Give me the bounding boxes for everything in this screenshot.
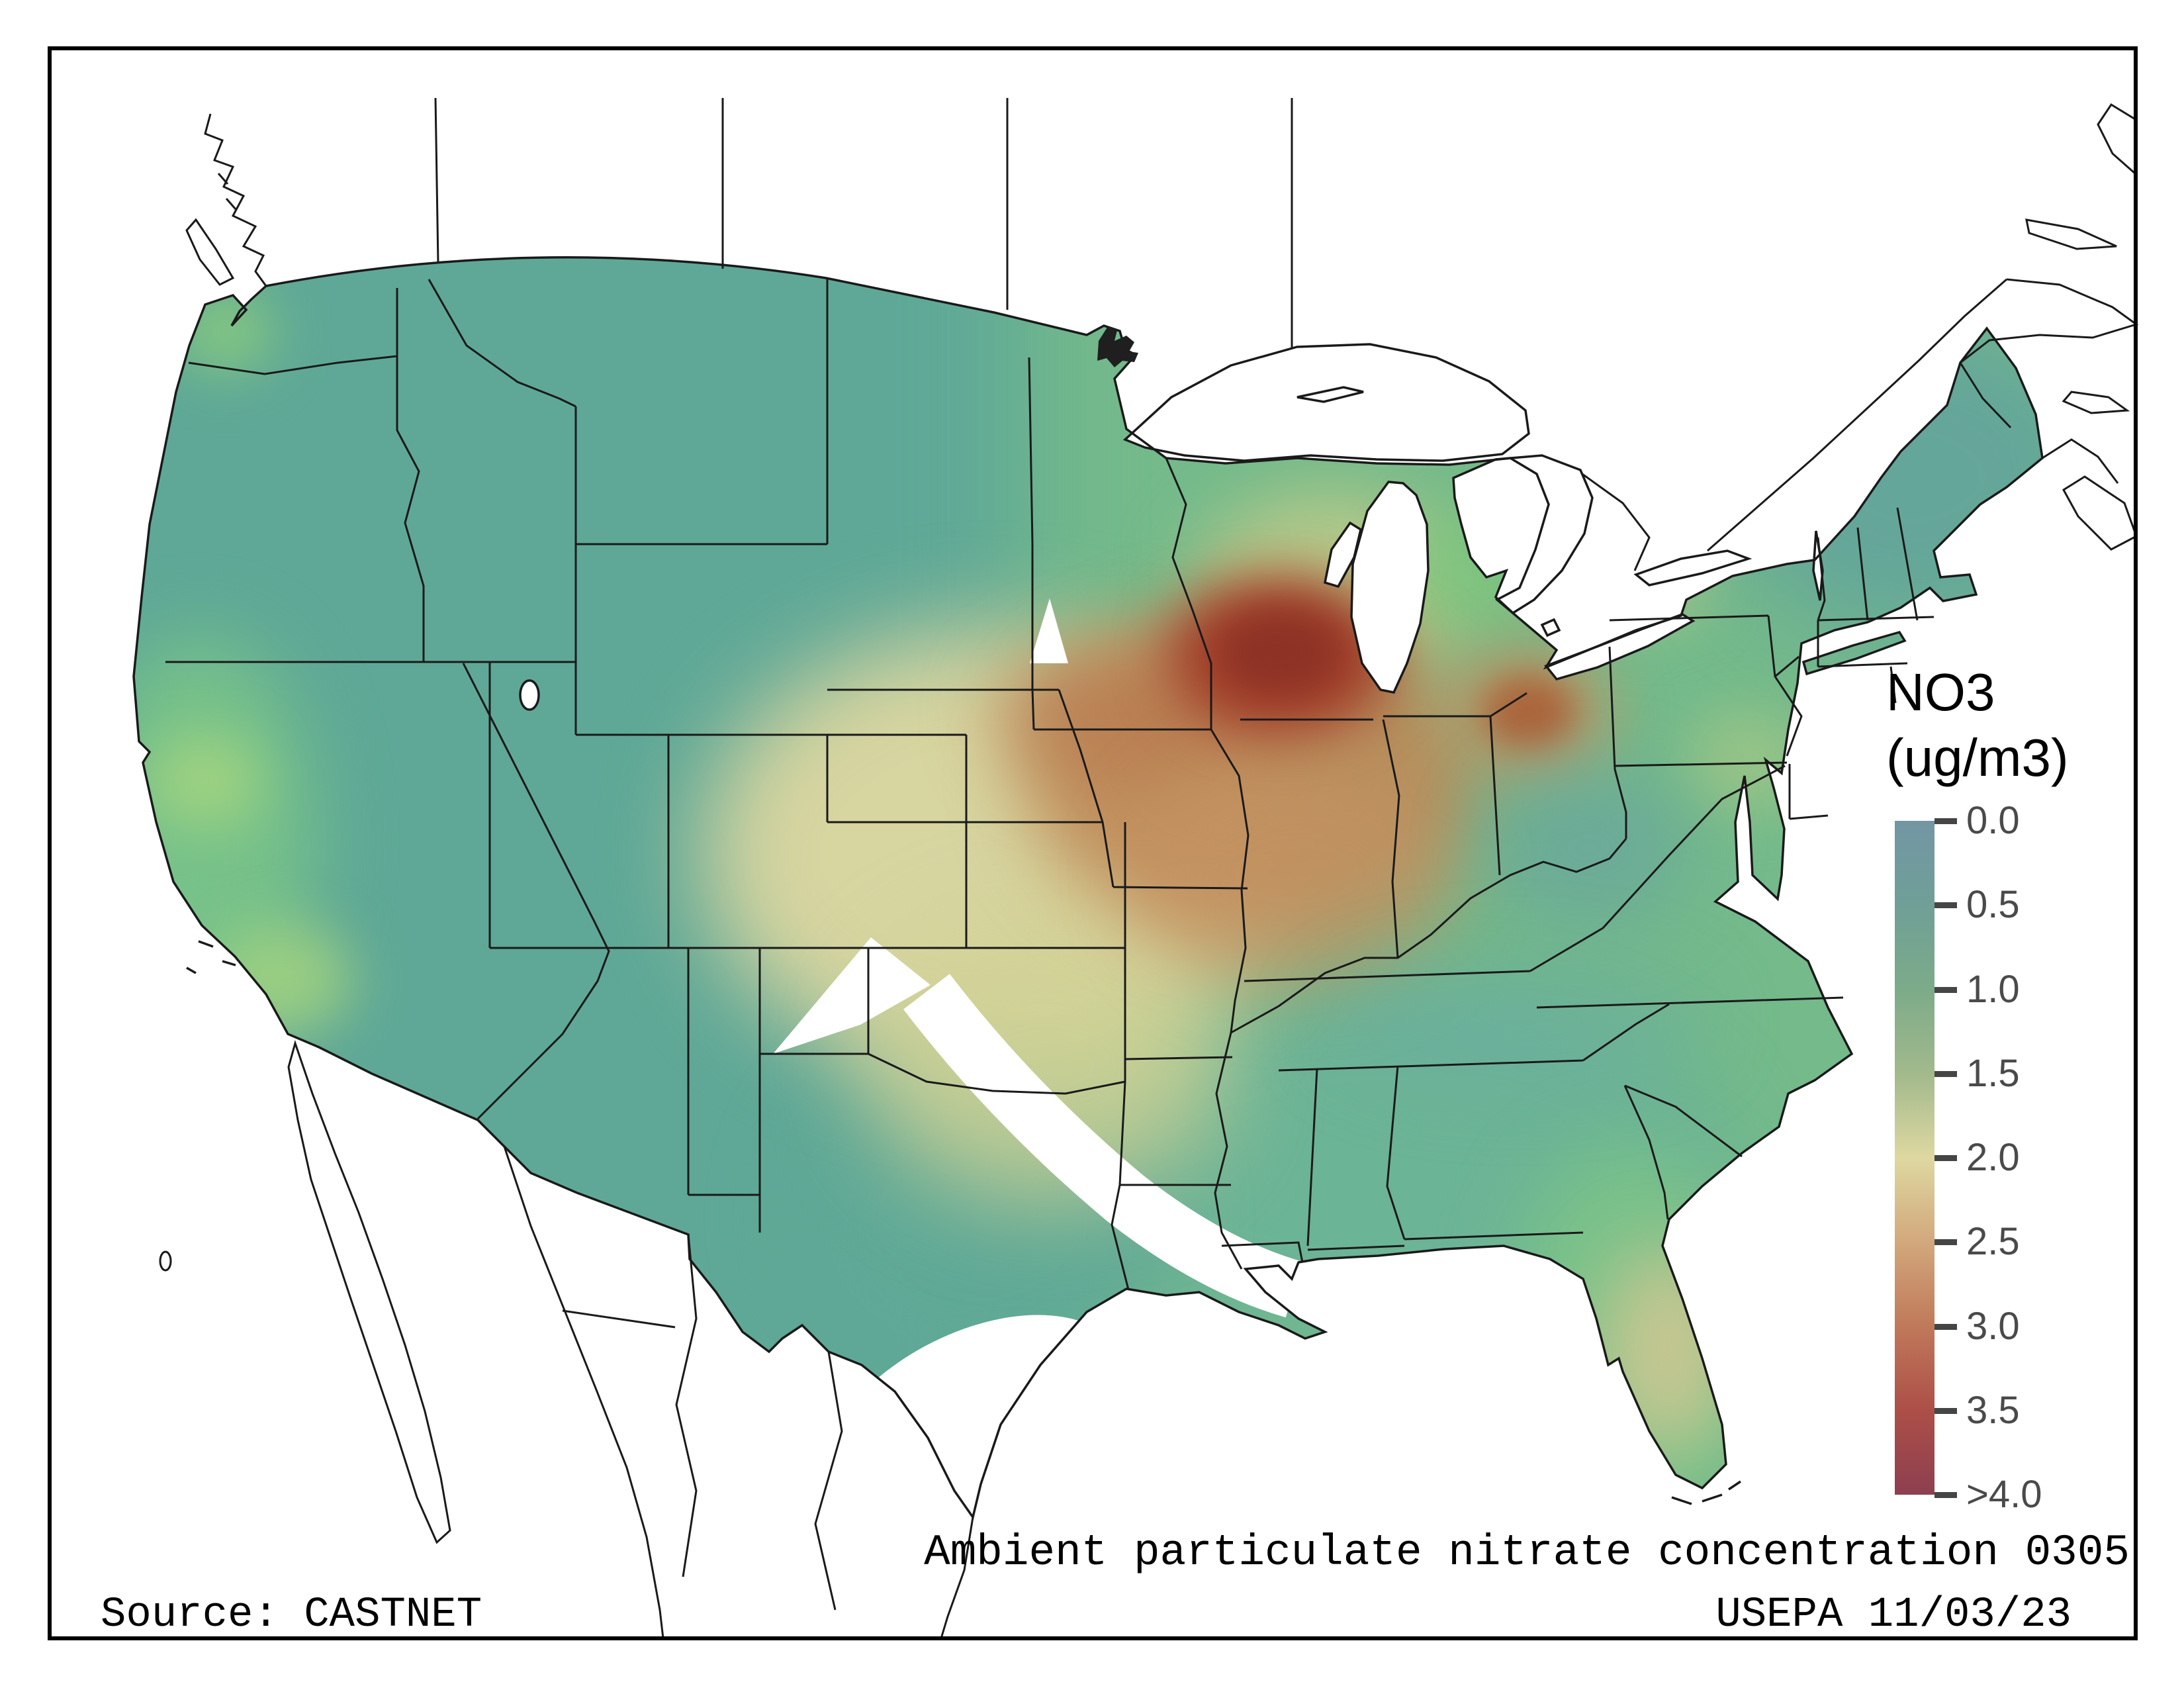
canada-outlines: [185, 97, 2139, 571]
lake-huron: [1452, 454, 1594, 615]
lake-michigan: [1350, 481, 1430, 694]
baja-california: [287, 1039, 451, 1544]
tick-mark: [1934, 1239, 1957, 1246]
tick-mark: [1934, 1323, 1957, 1330]
tick-mark: [1934, 1155, 1957, 1161]
bc-small-islands: [217, 173, 237, 210]
prince-edward-island: [2062, 391, 2130, 414]
tick-mark: [1934, 1407, 1957, 1414]
tick-label: 1.0: [1966, 967, 2020, 1011]
legend-title: NO3 (ug/m3): [1886, 659, 2069, 790]
green-bay: [1323, 521, 1362, 588]
anticosti-island: [2025, 218, 2117, 250]
great-lakes: [519, 343, 1824, 711]
lake-ontario: [1633, 549, 1752, 586]
baja-offshore-island: [159, 1250, 172, 1272]
mexico-outlines: [159, 1039, 974, 1639]
washington-green-spot: [175, 288, 275, 374]
mexico-state-lines: [562, 1234, 843, 1611]
lake-of-the-woods-detail: [1097, 326, 1138, 367]
florida-keys: [1671, 1480, 1741, 1505]
tick-label: 3.5: [1966, 1388, 2020, 1432]
lake-st-clair: [1540, 618, 1561, 637]
central-california-light: [149, 735, 261, 827]
mexico-gulf-of-california-coast: [503, 1146, 664, 1639]
no-data-newmexico-triangle: [773, 937, 931, 1054]
legend-variable: NO3: [1886, 663, 1995, 722]
channel-islands: [186, 940, 236, 974]
great-salt-lake: [519, 679, 540, 711]
nova-scotia: [2062, 475, 2138, 551]
source-label: Source: CASTNET: [101, 1591, 482, 1639]
northeastern-state-lines: [1609, 507, 1934, 820]
lake-superior: [1122, 343, 1530, 462]
tick-label: >4.0: [1966, 1473, 2042, 1516]
tick-mark: [1934, 818, 1957, 824]
tick-label: 0.5: [1966, 883, 2020, 927]
new-brunswick-coast: [2042, 438, 2119, 484]
colorbar: [1895, 821, 1934, 1495]
hotspot-core: [1221, 611, 1340, 693]
ohio-spot-core: [1482, 675, 1575, 748]
western-state-lines: [165, 279, 1126, 1233]
st-lawrence-north-bank: [1707, 278, 2007, 552]
no-data-texas-crescent: [903, 974, 1302, 1318]
mexico-east-coast: [940, 1517, 974, 1639]
no-data-nebraska-notch: [1030, 598, 1068, 663]
vancouver-island: [185, 218, 235, 286]
tennessee-teal-band: [1324, 960, 1707, 1086]
florida-tan: [1602, 1248, 1734, 1453]
state-borders: [165, 279, 1934, 1290]
canada-province-borders: [434, 97, 1293, 365]
legend-units: (ug/m3): [1886, 728, 2069, 787]
gaspe-peninsula: [1959, 278, 2139, 429]
british-columbia-coast: [204, 113, 267, 287]
tick-label: 3.0: [1966, 1304, 2020, 1348]
tick-label: 2.0: [1966, 1136, 2020, 1179]
southern-state-lines: [1221, 761, 1844, 1263]
figure-title: Ambient particulate nitrate concentratio…: [924, 1528, 2130, 1577]
isle-royale: [1297, 386, 1364, 403]
westvirginia-teal-pocket: [1486, 768, 1691, 927]
tick-mark: [1934, 986, 1957, 993]
plot-frame: [48, 46, 2138, 1640]
newfoundland-corner: [2097, 103, 2136, 176]
tick-mark: [1934, 902, 1957, 909]
agency-date-label: USEPA 11/03/23: [1715, 1591, 2071, 1639]
tick-label: 1.5: [1966, 1051, 2020, 1095]
socal-light: [215, 923, 354, 1036]
tick-label: 0.0: [1966, 799, 2020, 842]
illinois-brown-south: [1138, 758, 1456, 990]
plains-midwest-state-lines: [827, 357, 1627, 1290]
tick-label: 2.5: [1966, 1220, 2020, 1264]
us-outline-group: [132, 256, 2044, 1519]
tick-mark: [1934, 1492, 1957, 1498]
tick-mark: [1934, 1070, 1957, 1077]
ontario-peninsula: [1580, 471, 1651, 571]
